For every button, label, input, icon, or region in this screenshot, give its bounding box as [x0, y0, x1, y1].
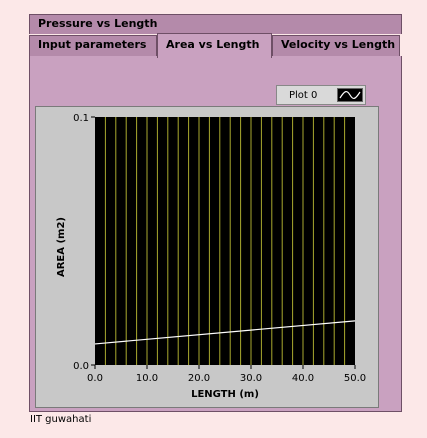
y-tick-label: 0.1	[73, 113, 89, 124]
series-line	[94, 320, 356, 345]
tab-label: Area vs Length	[166, 38, 260, 51]
x-tick-label: 20.0	[188, 373, 210, 384]
legend-line-swatch	[337, 88, 363, 102]
plot-legend[interactable]: Plot 0	[276, 85, 366, 105]
tab-label: Velocity vs Length	[281, 38, 396, 51]
tab-label: Pressure vs Length	[38, 17, 158, 30]
x-tick-label: 40.0	[292, 373, 314, 384]
legend-plot-name: Plot 0	[289, 90, 318, 101]
x-tick-label: 0.0	[87, 373, 103, 384]
footer-credit: IIT guwahati	[30, 414, 92, 425]
y-tick-label: 0.0	[73, 361, 89, 372]
y-axis-label: AREA (m2)	[56, 217, 67, 277]
tab-pressure-vs-length[interactable]: Pressure vs Length	[29, 14, 402, 34]
tab-velocity-vs-length[interactable]: Velocity vs Length	[272, 35, 400, 57]
tab-label: Input parameters	[38, 38, 147, 51]
tab-area-vs-length[interactable]: Area vs Length	[157, 33, 272, 58]
x-tick-label: 30.0	[240, 373, 262, 384]
tab-input-parameters[interactable]: Input parameters	[29, 35, 157, 57]
x-axis-label: LENGTH (m)	[191, 389, 259, 400]
x-tick-label: 50.0	[344, 373, 366, 384]
plot-area	[95, 117, 355, 365]
x-tick-label: 10.0	[136, 373, 158, 384]
